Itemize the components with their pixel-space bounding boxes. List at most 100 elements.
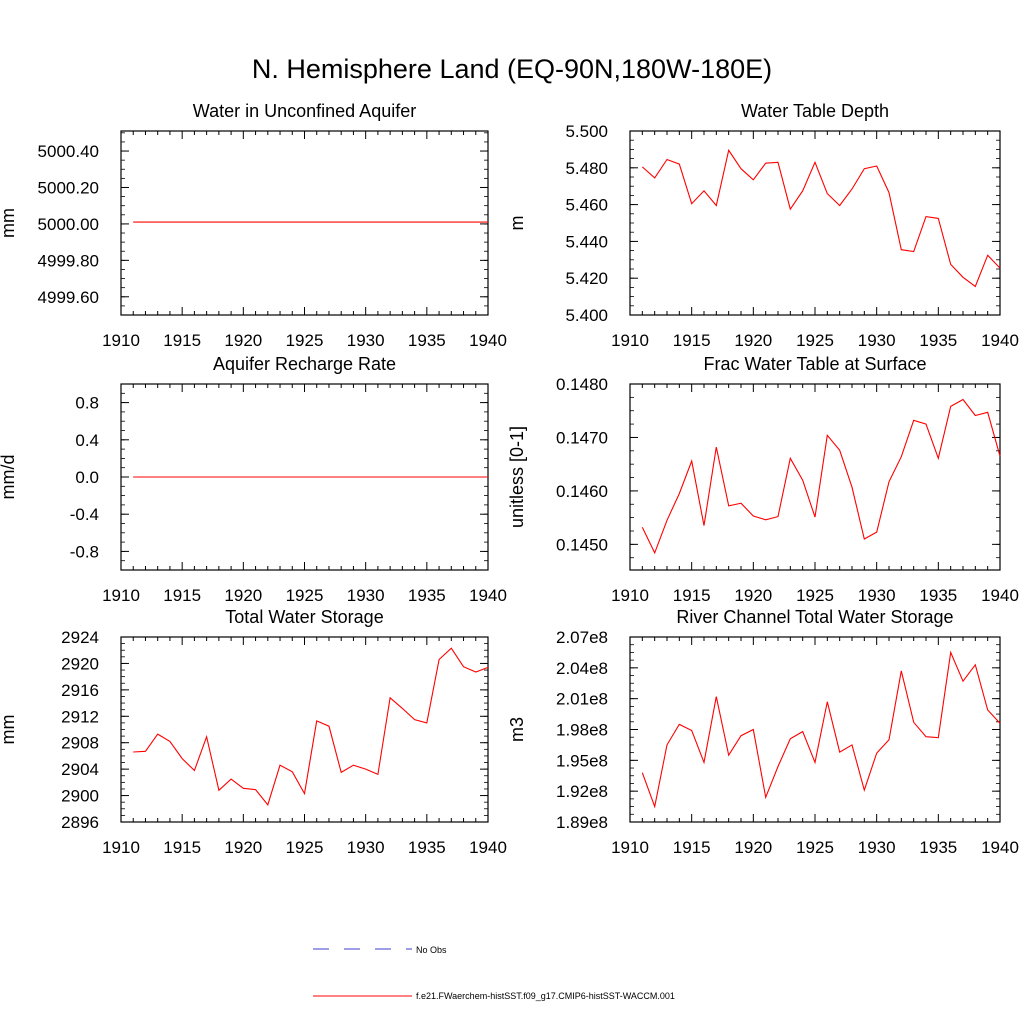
x-tick-label: 1935 [408, 838, 446, 857]
x-tick-label: 1910 [611, 838, 649, 857]
x-tick-label: 1910 [102, 586, 140, 605]
y-axis-label: m3 [507, 717, 527, 742]
x-tick-label: 1935 [919, 838, 957, 857]
y-tick-label: 0.1460 [556, 482, 608, 501]
x-tick-label: 1940 [469, 838, 507, 857]
x-tick-label: 1930 [347, 331, 385, 350]
y-axis-label: mm/d [0, 455, 18, 500]
y-tick-label: 5000.40 [38, 142, 99, 161]
x-tick-label: 1940 [981, 331, 1019, 350]
y-tick-label: 4999.80 [38, 251, 99, 270]
y-tick-label: 4999.60 [38, 288, 99, 307]
y-tick-label: 1.98e8 [556, 721, 608, 740]
y-tick-label: 5.480 [565, 159, 608, 178]
x-tick-label: 1910 [102, 331, 140, 350]
x-tick-label: 1935 [919, 586, 957, 605]
y-tick-label: 5.440 [565, 232, 608, 251]
x-tick-label: 1935 [919, 331, 957, 350]
panel-title: Water in Unconfined Aquifer [193, 101, 416, 121]
y-tick-label: -0.8 [70, 542, 99, 561]
y-tick-label: 1.95e8 [556, 751, 608, 770]
y-tick-label: 1.92e8 [556, 782, 608, 801]
y-tick-label: 5.500 [565, 122, 608, 141]
x-tick-label: 1935 [408, 586, 446, 605]
y-tick-label: 1.89e8 [556, 813, 608, 832]
panel-title: Water Table Depth [741, 101, 889, 121]
y-tick-label: 5000.20 [38, 178, 99, 197]
y-tick-label: 0.1480 [556, 375, 608, 394]
y-tick-label: 2.04e8 [556, 659, 608, 678]
x-tick-label: 1920 [734, 331, 772, 350]
x-tick-label: 1925 [286, 838, 324, 857]
x-tick-label: 1915 [673, 586, 711, 605]
y-tick-label: 0.0 [75, 468, 99, 487]
y-tick-label: -0.4 [70, 505, 99, 524]
x-tick-label: 1920 [734, 838, 772, 857]
x-tick-label: 1930 [347, 838, 385, 857]
y-axis-label: m [507, 216, 527, 231]
x-tick-label: 1925 [796, 838, 834, 857]
y-tick-label: 2904 [61, 760, 99, 779]
y-tick-label: 0.1450 [556, 535, 608, 554]
y-tick-label: 0.4 [75, 431, 99, 450]
x-tick-label: 1925 [796, 331, 834, 350]
y-tick-label: 5.420 [565, 269, 608, 288]
y-tick-label: 2896 [61, 813, 99, 832]
x-tick-label: 1910 [611, 586, 649, 605]
y-tick-label: 0.8 [75, 394, 99, 413]
y-tick-label: 2924 [61, 628, 99, 647]
x-tick-label: 1920 [224, 586, 262, 605]
series-line [641, 398, 1001, 555]
y-tick-label: 2920 [61, 654, 99, 673]
x-tick-label: 1940 [469, 586, 507, 605]
y-tick-label: 0.1470 [556, 428, 608, 447]
x-tick-label: 1935 [408, 331, 446, 350]
x-tick-label: 1910 [611, 331, 649, 350]
x-tick-label: 1930 [858, 331, 896, 350]
plot-frame [629, 130, 1001, 316]
series-line [641, 650, 1001, 809]
page-title: N. Hemisphere Land (EQ-90N,180W-180E) [251, 54, 773, 84]
chart-panel-1: Water in Unconfined Aquifer mm 1910 1915 192… [0, 101, 507, 350]
chart-panel-2: Water Table Depth m 1910 1915 1920 1925 1930 19… [507, 101, 1019, 350]
y-tick-label: 2912 [61, 707, 99, 726]
x-tick-label: 1940 [469, 331, 507, 350]
x-tick-label: 1930 [858, 838, 896, 857]
plot-frame [120, 130, 489, 316]
x-tick-label: 1930 [347, 586, 385, 605]
x-tick-label: 1915 [163, 331, 201, 350]
panel-title: Frac Water Table at Surface [703, 354, 926, 374]
y-axis-label: mm [0, 208, 18, 238]
x-tick-label: 1920 [734, 586, 772, 605]
y-tick-label: 2908 [61, 734, 99, 753]
x-tick-label: 1930 [858, 586, 896, 605]
series-line [133, 647, 489, 806]
x-tick-label: 1915 [163, 838, 201, 857]
x-tick-label: 1910 [102, 838, 140, 857]
x-tick-label: 1940 [981, 838, 1019, 857]
x-tick-label: 1940 [981, 586, 1019, 605]
legend: No Obs f.e21.FWaerchem-histSST.f09_g17.CM… [313, 945, 675, 1001]
x-tick-label: 1925 [796, 586, 834, 605]
x-tick-label: 1915 [673, 331, 711, 350]
y-axis-label: mm [0, 715, 18, 745]
chart-panel-3: Aquifer Recharge Rate mm/d 1910 1915 1920 192… [0, 354, 507, 605]
y-tick-label: 5.400 [565, 306, 608, 325]
chart-panel-5: Total Water Storage mm 1910 1915 1920 1925 193… [0, 607, 507, 857]
series-line [641, 148, 1001, 288]
x-tick-label: 1920 [224, 331, 262, 350]
y-tick-label: 5000.00 [38, 215, 99, 234]
y-tick-label: 2900 [61, 787, 99, 806]
x-tick-label: 1925 [286, 586, 324, 605]
y-tick-label: 2.07e8 [556, 628, 608, 647]
y-tick-label: 5.460 [565, 196, 608, 215]
y-tick-label: 2916 [61, 681, 99, 700]
panel-title: Aquifer Recharge Rate [213, 354, 396, 374]
y-axis-label: unitless [0-1] [507, 426, 527, 528]
x-tick-label: 1915 [673, 838, 711, 857]
x-tick-label: 1925 [286, 331, 324, 350]
y-tick-label: 2.01e8 [556, 690, 608, 709]
legend-obs-label: No Obs [416, 945, 447, 955]
